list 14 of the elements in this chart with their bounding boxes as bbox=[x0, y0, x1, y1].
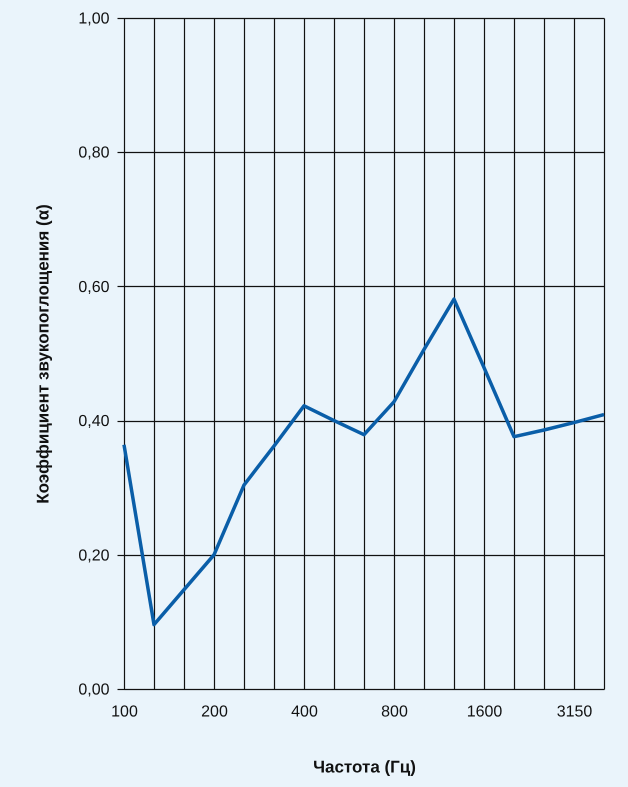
x-tick-label: 100 bbox=[111, 704, 138, 720]
x-axis-title: Частота (Гц) bbox=[313, 758, 416, 776]
y-tick-label: 1,00 bbox=[78, 10, 110, 28]
x-tick-label: 400 bbox=[291, 704, 318, 720]
y-tick-label: 0,00 bbox=[78, 682, 110, 698]
y-tick-label: 0,80 bbox=[78, 144, 110, 162]
x-tick-label: 200 bbox=[201, 704, 228, 720]
y-axis-title: Коэффициент звукопоглощения (α) bbox=[33, 204, 52, 504]
y-tick-label: 0,20 bbox=[78, 547, 110, 564]
y-tick-label: 0,60 bbox=[78, 278, 110, 296]
x-tick-label: 1600 bbox=[466, 704, 502, 720]
y-tick-label: 0,40 bbox=[78, 413, 110, 430]
x-tick-label: 800 bbox=[381, 704, 408, 720]
x-tick-label: 3150 bbox=[556, 704, 592, 720]
